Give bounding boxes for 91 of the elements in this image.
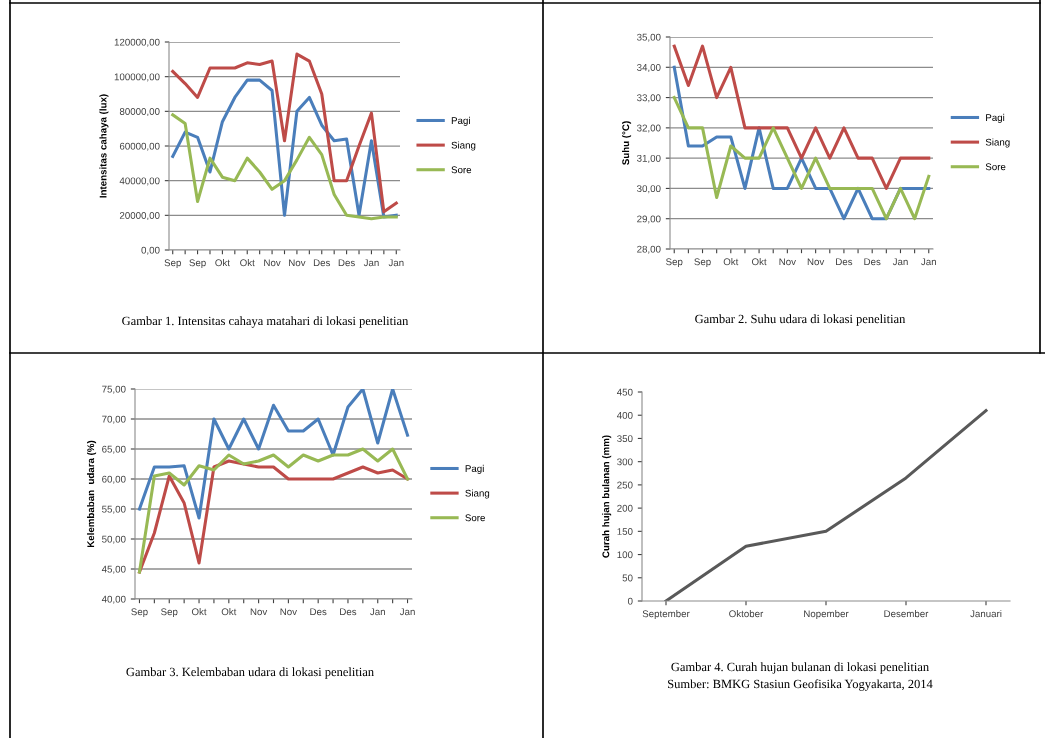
legend-label: Pagi [465,464,484,474]
legend-label: Pagi [451,116,470,126]
y-tick-label: 300 [617,458,633,466]
line-series [672,96,931,221]
x-tick-label: Nov [250,608,268,616]
legend-label: Pagi [986,113,1005,123]
y-tick-label: 120000,00 [114,38,160,47]
x-tick-label: Des [338,259,355,267]
y-tick-label: 32,00 [637,124,661,133]
y-axis-title: Intensitas cahaya (lux) [99,94,109,198]
x-tick-label: Sep [666,258,683,268]
text: Gambar 1. Intensitas cahaya matahari di lokasi penelitian [122,316,409,328]
y-tick-label: 55,00 [102,505,126,514]
x-tick-label: Nopember [804,610,849,620]
x-tick-label: Desember [884,610,929,618]
y-tick-label: 70,00 [102,415,126,424]
y-tick-label: 100000,00 [114,73,160,82]
x-tick-label: Sep [694,258,711,268]
y-tick-label: 29,00 [637,215,661,224]
x-tick-label: Nov [280,608,297,616]
line-series [664,409,988,601]
x-tick-label: Jan [921,258,936,266]
legend-label: Sore [451,166,472,174]
y-tick-label: 450 [616,388,633,396]
x-tick-label: Des [310,608,327,616]
y-tick-label: 100 [617,551,633,559]
legend-label: Sore [985,163,1006,171]
legend-label: Sore [465,514,485,522]
x-tick-label: Nov [289,259,306,267]
legend-label: Siang [451,141,476,151]
y-tick-label: 34,00 [637,64,661,73]
x-tick-label: Januari [970,610,1002,618]
x-tick-label: Des [836,258,853,266]
x-tick-label: Des [313,259,331,267]
x-tick-label: Jan [388,259,404,267]
x-tick-label: Jan [399,608,415,616]
y-axis-title: Suhu (°C) [622,121,632,165]
x-tick-label: Okt [751,258,767,266]
text: Gambar 2. Suhu udara di lokasi penelitian [695,314,906,326]
line-series [672,44,931,190]
y-axis-title: Curah hujan bulanan (mm) [602,435,612,558]
x-tick-label: Des [864,258,881,266]
x-tick-label: Okt [240,259,255,267]
legend-label: Siang [465,489,490,499]
legend-label: Siang [985,138,1010,148]
x-tick-label: Sep [161,608,178,618]
y-tick-label: 50,00 [102,535,126,544]
x-tick-label: Sep [189,259,206,269]
line-series [171,52,398,214]
x-tick-label: Okt [221,608,237,616]
y-tick-label: 150 [617,528,633,535]
y-tick-label: 80000,00 [119,108,160,117]
y-tick-label: 40000,00 [119,177,160,186]
y-tick-label: 33,00 [637,94,661,103]
x-tick-label: September [642,610,690,620]
y-tick-label: 30,00 [637,185,661,194]
x-tick-label: Sep [131,608,148,618]
x-tick-label: Jan [892,258,908,266]
x-tick-label: Nov [779,258,796,266]
y-tick-label: 50 [622,574,633,582]
y-tick-label: 60,00 [102,475,126,484]
y-tick-label: 45,00 [101,565,126,574]
x-tick-label: Okt [191,608,207,616]
x-tick-label: Okt [723,258,739,266]
y-tick-label: 35,00 [637,33,661,42]
x-tick-label: Nov [807,258,825,266]
y-tick-label: 400 [616,411,633,419]
x-tick-label: Jan [370,608,385,616]
y-tick-label: 28,00 [637,245,661,254]
x-tick-label: Okt [215,259,230,267]
y-tick-label: 31,00 [637,154,661,163]
y-tick-label: 60000,00 [119,142,160,151]
y-tick-label: 200 [617,504,633,512]
y-tick-label: 40,00 [101,595,126,604]
text: Gambar 3. Kelembaban udara di lokasi penelitian [126,667,374,679]
text: Sumber: BMKG Stasiun Geofisika Yogyakarta, 2014 [668,679,933,691]
y-tick-label: 75,00 [102,385,126,394]
y-tick-label: 0,00 [141,246,160,255]
x-tick-label: Nov [264,259,281,267]
y-tick-label: 250 [617,481,633,489]
text: Gambar 4. Curah hujan bulanan di lokasi penelitian [671,662,929,674]
x-tick-label: Oktober [729,610,764,618]
y-tick-label: 20000,00 [119,212,160,221]
y-tick-label: 0 [627,597,633,605]
line-series [171,113,398,221]
x-tick-label: Des [340,608,357,616]
x-tick-label: Jan [363,259,379,267]
y-tick-label: 350 [617,435,633,443]
y-axis-title: Kelembaban udara (%) [87,440,97,548]
y-tick-label: 65,00 [102,445,126,454]
x-tick-label: Sep [164,259,181,269]
